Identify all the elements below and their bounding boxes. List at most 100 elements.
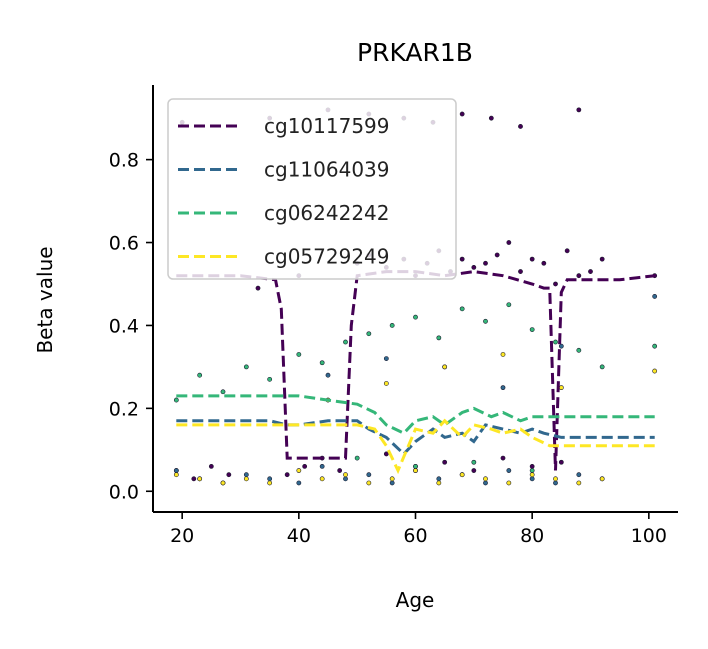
x-axis-label: Age [396, 588, 435, 612]
y-tick-label: 0.6 [109, 233, 139, 255]
y-tick-label: 0.0 [109, 481, 139, 503]
series-points-cg06242242 [173, 302, 658, 473]
data-point [383, 451, 389, 457]
legend-label: cg11064039 [264, 158, 390, 182]
data-point [576, 347, 582, 353]
data-point [319, 360, 325, 366]
data-point [389, 480, 395, 486]
data-point [576, 472, 582, 478]
data-point [226, 472, 232, 478]
data-point [599, 364, 605, 370]
data-point [652, 343, 658, 349]
data-point [553, 339, 558, 345]
data-point [366, 331, 372, 337]
legend-label: cg10117599 [264, 114, 390, 138]
data-point [343, 472, 348, 478]
data-point [471, 459, 477, 465]
data-point [506, 302, 512, 308]
data-point [529, 476, 535, 482]
data-point [413, 314, 418, 320]
data-point [506, 468, 512, 473]
data-point [436, 476, 442, 482]
data-point [471, 468, 477, 473]
series-line-cg06242242 [176, 394, 655, 436]
x-tick-label: 60 [403, 525, 427, 547]
series-points-cg11064039 [173, 294, 658, 486]
data-point [220, 389, 226, 395]
data-point [529, 463, 535, 469]
data-point [413, 463, 418, 469]
data-point [459, 111, 465, 117]
data-point [500, 455, 506, 461]
x-tick-label: 80 [520, 525, 544, 547]
x-tick-label: 20 [170, 525, 194, 547]
x-tick-label: 40 [287, 525, 311, 547]
data-point [553, 476, 558, 482]
data-point [553, 480, 558, 486]
data-point [558, 385, 564, 391]
data-point [267, 476, 273, 482]
data-point [506, 240, 512, 245]
series-points-cg05729249 [173, 352, 658, 486]
data-point [529, 468, 535, 473]
data-point [383, 356, 389, 362]
data-point [576, 480, 582, 486]
data-point [197, 476, 203, 482]
data-point [564, 248, 570, 254]
data-point [459, 256, 465, 262]
legend-label: cg06242242 [264, 201, 390, 225]
data-point [436, 335, 442, 341]
data-point [471, 265, 477, 270]
legend: cg10117599 cg11064039 cg06242242 cg05729249 [167, 98, 457, 280]
y-axis: 0.0 0.2 0.4 0.6 0.8 [109, 85, 154, 512]
data-point [197, 372, 203, 378]
data-point [296, 480, 302, 486]
data-point [343, 339, 348, 345]
data-point [483, 318, 488, 324]
data-point [553, 281, 558, 287]
data-point [652, 294, 658, 299]
data-point [366, 480, 372, 486]
legend-box [167, 98, 457, 280]
y-tick-label: 0.8 [109, 150, 139, 172]
data-point [267, 480, 273, 486]
data-point [576, 273, 582, 279]
data-point [529, 327, 535, 332]
data-point [337, 468, 343, 473]
data-point [208, 463, 214, 469]
data-point [243, 476, 249, 482]
data-point [483, 260, 488, 266]
data-point [529, 256, 535, 262]
legend-label: cg05729249 [264, 245, 390, 269]
data-point [319, 463, 325, 469]
data-point [488, 115, 494, 121]
data-point [284, 472, 290, 478]
data-point [173, 468, 179, 473]
data-point [302, 463, 308, 469]
data-point [325, 372, 331, 378]
data-point [389, 476, 395, 482]
data-point [319, 476, 325, 482]
data-point [173, 472, 179, 478]
data-point [576, 107, 582, 113]
data-point [220, 480, 226, 486]
data-point [459, 306, 465, 312]
data-point [500, 385, 506, 391]
data-point [588, 269, 593, 274]
data-point [506, 480, 512, 486]
data-point [518, 269, 523, 274]
data-point [483, 480, 488, 486]
data-point [529, 472, 535, 478]
data-point [518, 124, 523, 129]
data-point [296, 468, 302, 473]
data-point [191, 476, 197, 482]
y-tick-label: 0.4 [109, 315, 139, 337]
data-point [652, 368, 658, 374]
data-point [459, 472, 465, 478]
data-point [296, 352, 302, 357]
data-point [599, 256, 605, 262]
data-point [243, 472, 249, 478]
data-point [366, 472, 372, 478]
data-point [255, 285, 261, 291]
